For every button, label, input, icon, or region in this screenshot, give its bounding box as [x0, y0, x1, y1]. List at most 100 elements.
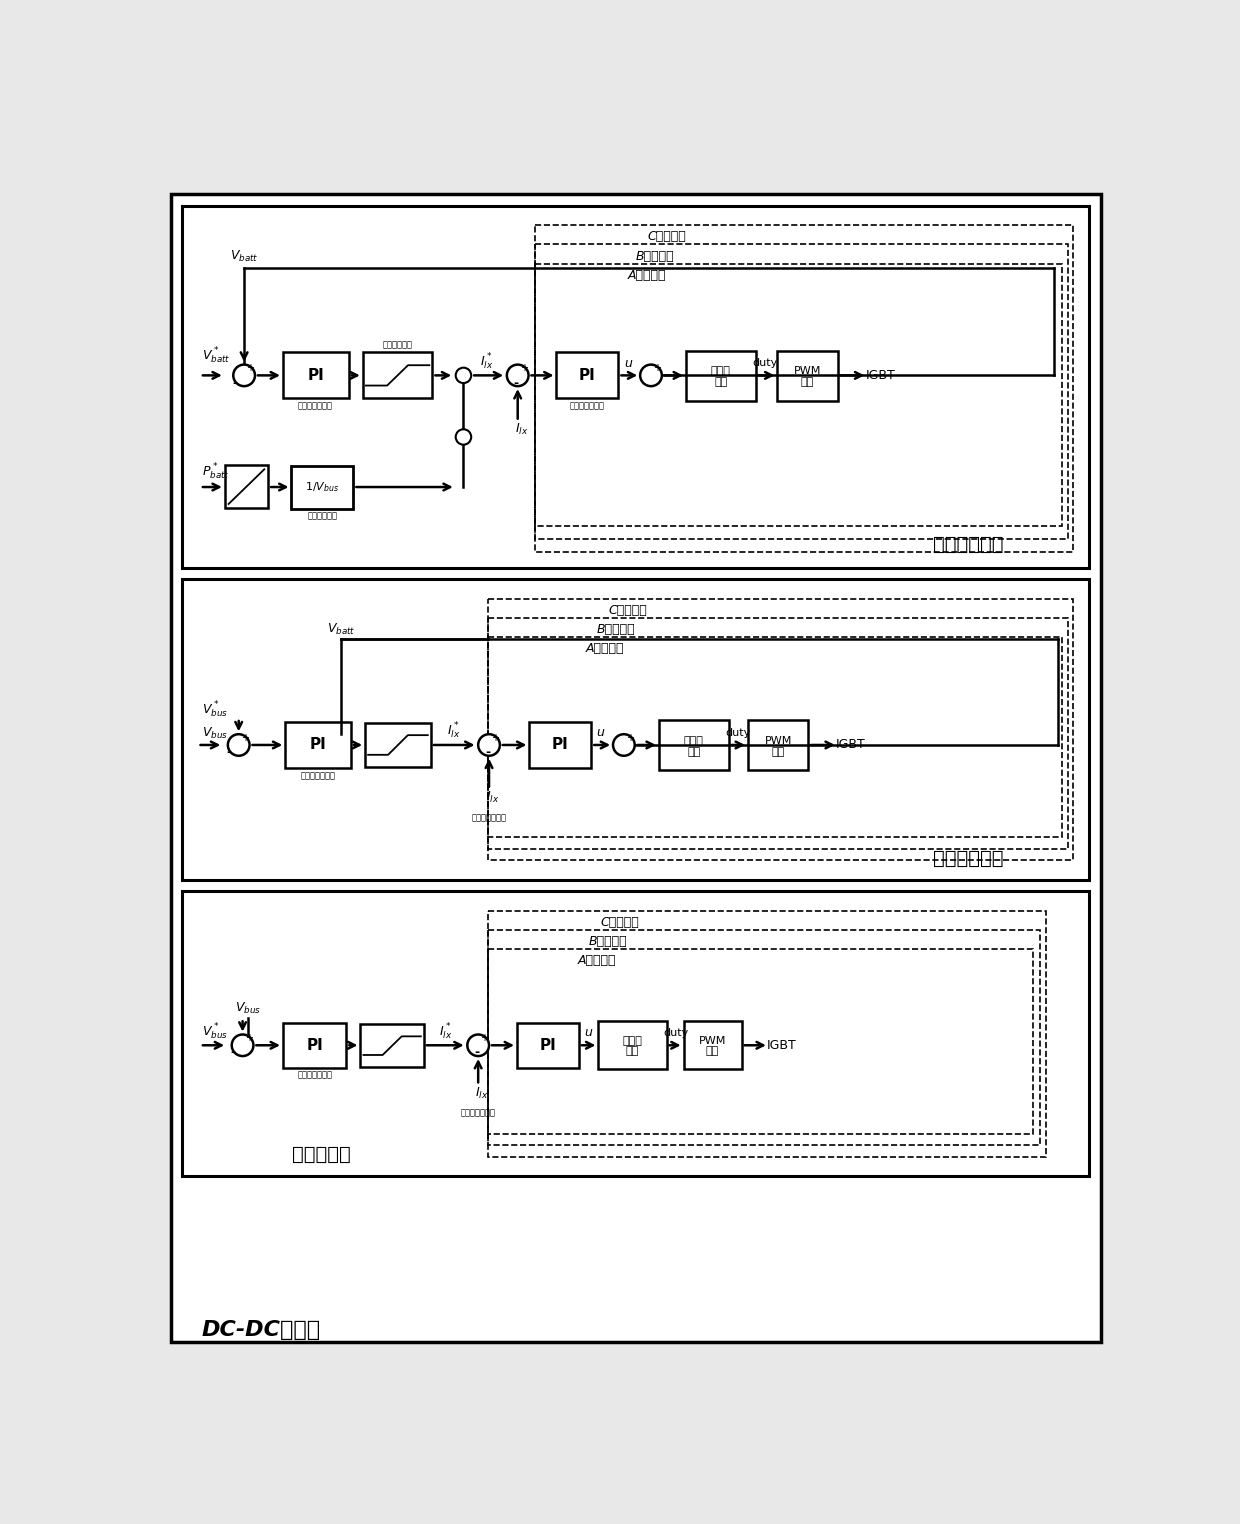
Text: PI: PI [310, 738, 326, 753]
Bar [529, 722, 591, 768]
Text: 占空比: 占空比 [622, 1036, 642, 1045]
Text: 占空比: 占空比 [683, 736, 703, 745]
Text: 自动控制模式: 自动控制模式 [934, 849, 1004, 867]
Bar [365, 722, 432, 767]
Text: -: - [232, 376, 237, 390]
Text: $I^*_{lx}$: $I^*_{lx}$ [448, 721, 461, 741]
Bar [517, 1023, 579, 1068]
Text: $I_{lx}$: $I_{lx}$ [515, 422, 528, 437]
Text: 计算: 计算 [714, 376, 728, 387]
Bar [748, 721, 808, 771]
Text: 调度控制模式: 调度控制模式 [934, 535, 1004, 555]
Text: +: + [241, 733, 249, 744]
Circle shape [456, 430, 471, 445]
Text: C相控制器: C相控制器 [647, 230, 686, 244]
Text: -: - [513, 376, 518, 390]
Text: $V_{bus}$: $V_{bus}$ [236, 1001, 260, 1017]
Text: IGBT: IGBT [866, 369, 895, 383]
Bar [283, 352, 348, 398]
Text: PWM: PWM [699, 1036, 727, 1045]
Text: -: - [485, 747, 490, 759]
Text: 电池电流控制器: 电池电流控制器 [471, 814, 506, 823]
Text: 电压源模式: 电压源模式 [293, 1145, 351, 1164]
Text: u: u [624, 357, 631, 369]
Text: PI: PI [306, 1038, 324, 1053]
Bar [489, 599, 1074, 861]
Text: B相控制器: B相控制器 [589, 934, 627, 948]
Text: u: u [596, 725, 605, 739]
Bar [489, 949, 1033, 1134]
Text: $1/V_{bus}$: $1/V_{bus}$ [305, 480, 340, 494]
Text: C相控制器: C相控制器 [600, 916, 640, 928]
Text: DC-DC控制器: DC-DC控制器 [201, 1320, 321, 1340]
Bar [598, 1021, 667, 1070]
Text: $V^*_{bus}$: $V^*_{bus}$ [201, 1021, 227, 1041]
Circle shape [228, 735, 249, 756]
Bar [182, 206, 1089, 568]
Bar [285, 722, 351, 768]
Text: PI: PI [579, 367, 596, 383]
Circle shape [640, 364, 662, 386]
Text: +: + [244, 1033, 253, 1044]
Text: duty: duty [663, 1029, 688, 1038]
Text: 生成: 生成 [706, 1047, 719, 1056]
Text: $I^*_{lx}$: $I^*_{lx}$ [480, 352, 494, 372]
Text: A相控制器: A相控制器 [578, 954, 616, 968]
Circle shape [456, 367, 471, 383]
Bar [489, 930, 1040, 1146]
Text: 计算: 计算 [687, 747, 701, 756]
Bar [777, 351, 838, 401]
Text: 生成: 生成 [771, 747, 785, 756]
Circle shape [232, 1035, 253, 1056]
Text: 电池电流控制器: 电池电流控制器 [461, 1108, 496, 1117]
Text: $V_{batt}$: $V_{batt}$ [326, 622, 356, 637]
Bar [291, 466, 353, 509]
Text: +: + [653, 363, 661, 373]
Text: IGBT: IGBT [836, 739, 866, 751]
Circle shape [613, 735, 635, 756]
Bar [686, 351, 755, 401]
Text: 占空比: 占空比 [711, 366, 730, 376]
Bar [683, 1021, 742, 1070]
Text: IGBT: IGBT [768, 1039, 797, 1052]
Text: 计算: 计算 [626, 1047, 639, 1056]
Text: $I_{lx}$: $I_{lx}$ [486, 789, 500, 805]
Bar [489, 910, 1047, 1157]
Bar [534, 264, 1061, 526]
Text: $I^*_{lx}$: $I^*_{lx}$ [439, 1021, 453, 1041]
Text: PI: PI [552, 738, 569, 753]
Bar [361, 1024, 424, 1067]
Text: PWM: PWM [794, 366, 821, 376]
Text: duty: duty [753, 358, 777, 369]
Circle shape [479, 735, 500, 756]
Bar [489, 617, 1068, 849]
Bar [182, 892, 1089, 1177]
Text: +: + [480, 1033, 489, 1044]
Text: 生成: 生成 [801, 376, 815, 387]
Bar [557, 352, 619, 398]
Text: +: + [520, 363, 528, 373]
Text: -: - [227, 747, 232, 759]
Text: $V_{batt}$: $V_{batt}$ [229, 248, 258, 264]
Text: 电压控制模式: 电压控制模式 [383, 340, 413, 349]
Text: A相控制器: A相控制器 [585, 642, 624, 655]
Text: -: - [474, 1047, 479, 1059]
Text: 电流控制模式: 电流控制模式 [308, 511, 337, 520]
Text: +: + [626, 733, 634, 744]
Circle shape [507, 364, 528, 386]
Text: $P^*_{batt}$: $P^*_{batt}$ [201, 462, 229, 482]
Text: B相控制器: B相控制器 [596, 623, 635, 636]
Circle shape [233, 364, 255, 386]
Bar [534, 226, 1074, 553]
Text: $V^*_{bus}$: $V^*_{bus}$ [201, 700, 227, 721]
Text: C相控制器: C相控制器 [609, 604, 647, 617]
Circle shape [467, 1035, 489, 1056]
Text: PWM: PWM [764, 736, 792, 745]
Text: A相控制器: A相控制器 [627, 268, 666, 282]
Text: 母线电压控制器: 母线电压控制器 [300, 771, 335, 780]
Bar [283, 1023, 346, 1068]
Bar [224, 465, 268, 507]
Bar [658, 721, 729, 771]
Text: PI: PI [539, 1038, 557, 1053]
Bar [363, 352, 433, 398]
